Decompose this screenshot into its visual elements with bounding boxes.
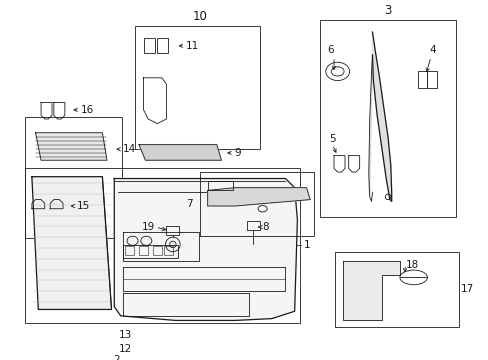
- Bar: [157, 39, 168, 53]
- Polygon shape: [32, 177, 111, 310]
- Bar: [143, 39, 154, 53]
- Text: 8: 8: [262, 222, 269, 232]
- Bar: [166, 226, 179, 235]
- Text: 13: 13: [119, 330, 132, 340]
- Text: 17: 17: [460, 284, 473, 294]
- Text: 10: 10: [193, 10, 207, 23]
- Bar: [163, 246, 173, 256]
- Bar: [320, 20, 455, 217]
- Bar: [152, 246, 162, 256]
- Bar: [200, 172, 313, 236]
- Polygon shape: [343, 261, 399, 320]
- Text: 9: 9: [234, 148, 241, 158]
- Text: 6: 6: [326, 45, 333, 55]
- Bar: [334, 252, 458, 327]
- Text: 7: 7: [186, 199, 193, 209]
- Bar: [246, 221, 259, 230]
- Text: 2: 2: [113, 355, 120, 360]
- Bar: [25, 117, 122, 238]
- Text: 12: 12: [119, 344, 132, 354]
- Polygon shape: [114, 179, 297, 320]
- Text: 11: 11: [185, 41, 199, 51]
- Text: 5: 5: [328, 134, 335, 144]
- Polygon shape: [368, 32, 391, 201]
- Text: 19: 19: [141, 222, 154, 232]
- Bar: [25, 167, 300, 323]
- Bar: [123, 246, 178, 258]
- Text: 1: 1: [303, 240, 310, 250]
- Bar: [125, 246, 134, 256]
- Bar: [139, 246, 148, 256]
- Bar: [135, 26, 259, 149]
- Polygon shape: [139, 145, 221, 160]
- Text: 16: 16: [80, 105, 94, 115]
- Text: 3: 3: [384, 4, 391, 18]
- Text: 18: 18: [405, 260, 418, 270]
- Polygon shape: [207, 188, 309, 206]
- Text: 4: 4: [428, 45, 435, 55]
- Polygon shape: [36, 133, 107, 160]
- Text: 15: 15: [77, 201, 90, 211]
- Bar: [427, 71, 436, 88]
- Bar: [417, 71, 427, 88]
- Text: 14: 14: [122, 144, 136, 154]
- Bar: [207, 181, 233, 190]
